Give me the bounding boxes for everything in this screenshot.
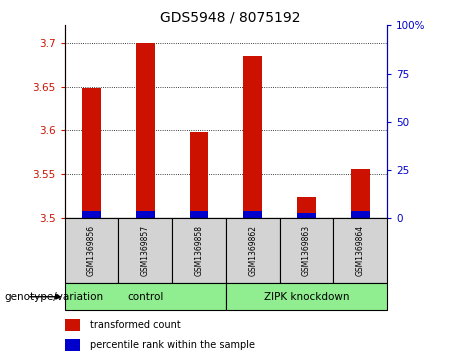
Text: GSM1369863: GSM1369863: [302, 225, 311, 276]
Text: GSM1369856: GSM1369856: [87, 225, 96, 276]
Text: GDS5948 / 8075192: GDS5948 / 8075192: [160, 11, 301, 25]
Bar: [243, 56, 262, 218]
Text: control: control: [127, 292, 163, 302]
FancyBboxPatch shape: [118, 218, 172, 283]
Text: GSM1369862: GSM1369862: [248, 225, 257, 276]
Text: transformed count: transformed count: [90, 320, 180, 330]
Bar: [243, 211, 262, 218]
Bar: [297, 197, 316, 218]
Text: GSM1369864: GSM1369864: [356, 225, 365, 276]
Bar: [65, 339, 80, 351]
Bar: [136, 211, 154, 218]
Bar: [297, 213, 316, 218]
Bar: [351, 211, 370, 218]
FancyBboxPatch shape: [172, 218, 226, 283]
FancyBboxPatch shape: [226, 283, 387, 310]
Bar: [189, 211, 208, 218]
Bar: [351, 169, 370, 218]
Text: GSM1369857: GSM1369857: [141, 225, 150, 276]
Bar: [189, 132, 208, 218]
FancyBboxPatch shape: [280, 218, 333, 283]
Text: percentile rank within the sample: percentile rank within the sample: [90, 340, 255, 350]
FancyBboxPatch shape: [333, 218, 387, 283]
Bar: [82, 211, 101, 218]
Text: ZIPK knockdown: ZIPK knockdown: [264, 292, 349, 302]
Bar: [136, 43, 154, 218]
FancyBboxPatch shape: [226, 218, 280, 283]
Text: GSM1369858: GSM1369858: [195, 225, 203, 276]
Bar: [65, 319, 80, 331]
FancyBboxPatch shape: [65, 283, 226, 310]
Bar: [82, 88, 101, 218]
FancyBboxPatch shape: [65, 218, 118, 283]
Text: genotype/variation: genotype/variation: [5, 292, 104, 302]
